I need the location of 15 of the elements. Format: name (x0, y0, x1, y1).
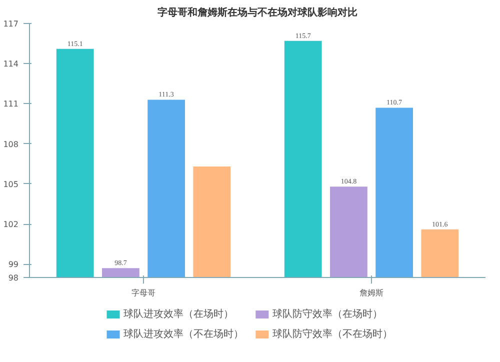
y-tick-label: 108 (3, 140, 19, 149)
y-tick-label: 98 (8, 274, 19, 282)
legend-label: 球队防守效率（在场时） (272, 308, 382, 320)
y-tick-label: 114 (3, 60, 19, 69)
x-tick-label: 字母哥 (132, 288, 156, 298)
legend-label: 球队进攻效率（不在场时） (123, 328, 244, 340)
x-tick-label: 詹姆斯 (360, 288, 384, 298)
y-tick-label: 111 (3, 100, 19, 109)
legend-label: 球队防守效率（不在场时） (272, 328, 392, 340)
chart-title: 字母哥和詹姆斯在场与不在场对球队影响对比 (158, 6, 358, 18)
y-tick-label: 105 (3, 180, 19, 189)
y-tick-label: 117 (3, 20, 19, 28)
y-tick-label: 102 (3, 220, 19, 230)
legend-label: 球队进攻效率（在场时） (123, 308, 234, 320)
y-tick-label: 99 (8, 260, 19, 270)
